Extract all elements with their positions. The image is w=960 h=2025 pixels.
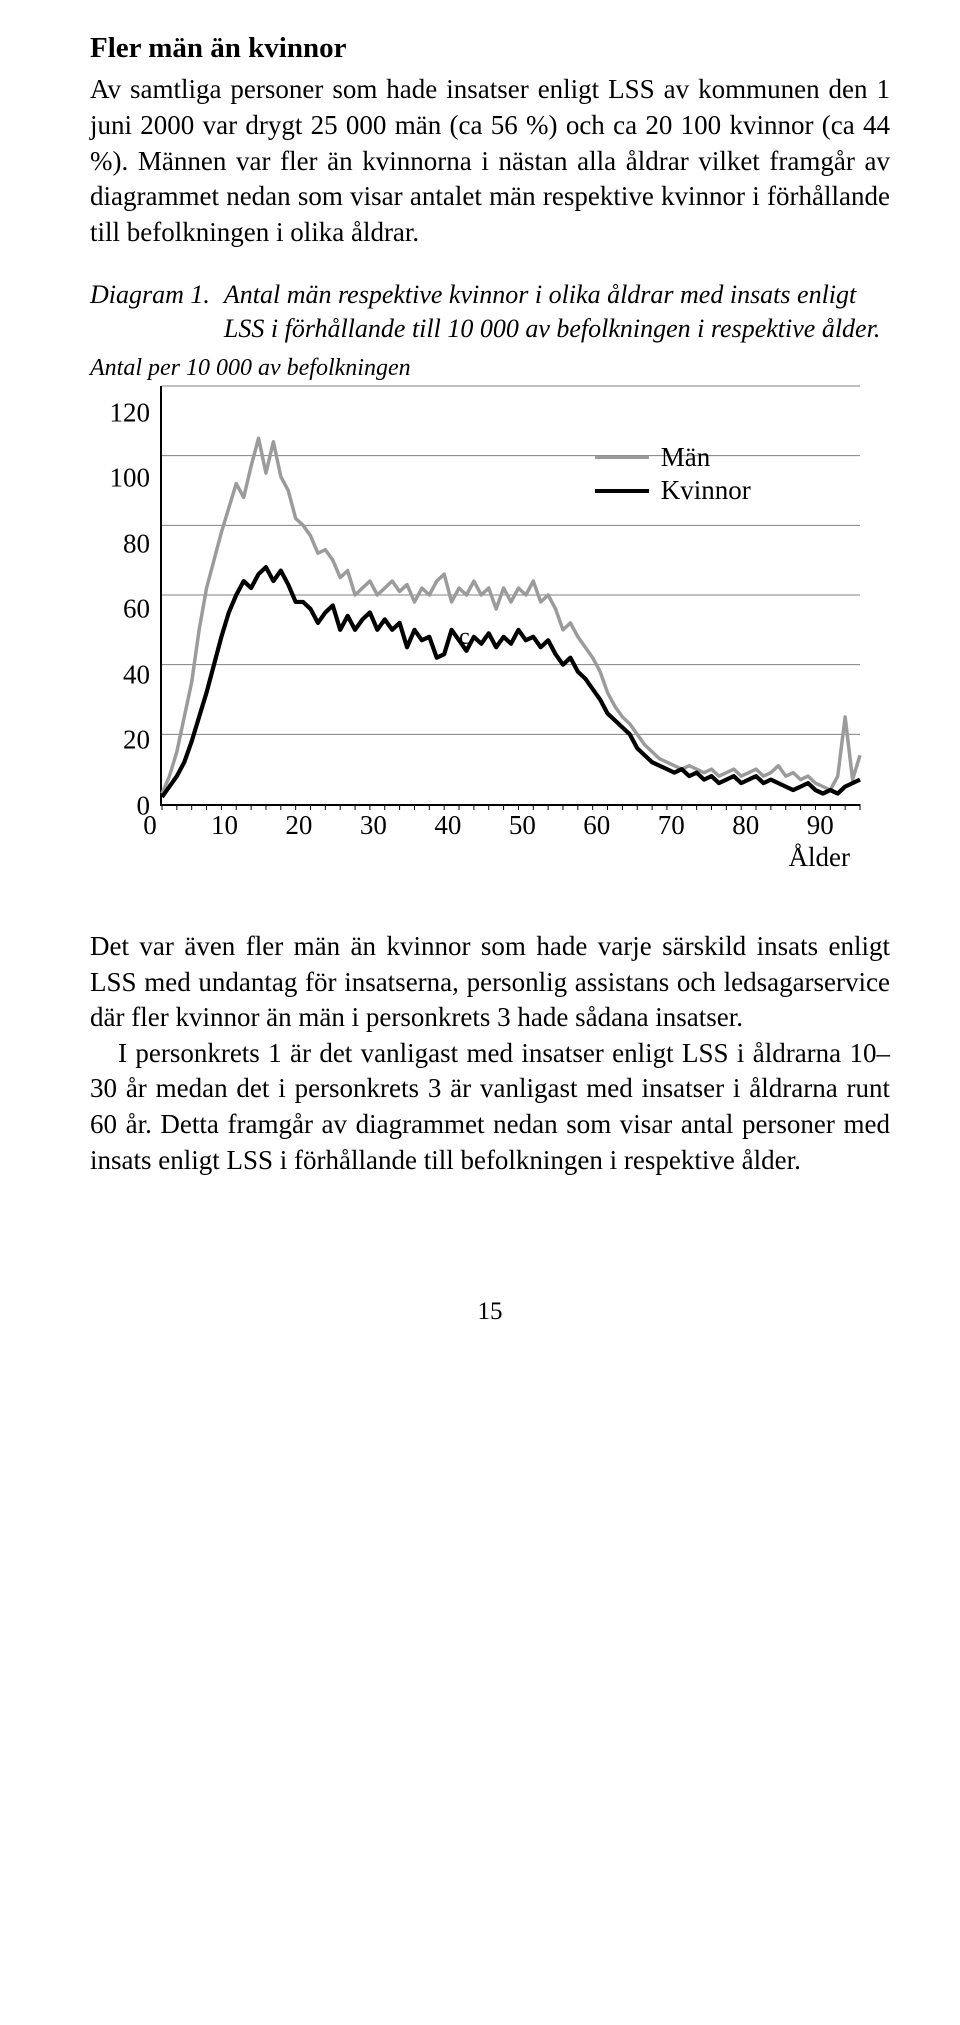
intro-paragraph: Av samtliga personer som hade insatser e… (90, 72, 890, 250)
page-number: 15 (90, 1298, 890, 1326)
x-tick-label: 60 (583, 810, 610, 841)
legend-swatch (595, 456, 649, 460)
figure-caption: Diagram 1. Antal män respektive kvinnor … (90, 278, 890, 345)
legend-item: Kvinnor (595, 475, 751, 506)
x-tick-label: 80 (732, 810, 759, 841)
x-axis-title: Ålder (150, 842, 850, 873)
x-tick-label: 40 (434, 810, 461, 841)
page: Fler män än kvinnor Av samtliga personer… (0, 0, 960, 1366)
y-tick-label: 120 (110, 399, 151, 426)
figure-caption-label: Diagram 1. (90, 278, 210, 345)
x-tick-label: 30 (360, 810, 387, 841)
y-tick-labels: 120100806040200 (90, 386, 160, 806)
x-tick-label: 10 (211, 810, 238, 841)
outro-paragraph-2: I personkrets 1 är det vanligast med ins… (90, 1036, 890, 1179)
y-tick-label: 80 (123, 530, 150, 557)
y-tick-label: 40 (123, 661, 150, 688)
section-heading: Fler män än kvinnor (90, 30, 890, 66)
x-tick-label: 90 (807, 810, 834, 841)
chart-annotation: c (459, 624, 470, 650)
chart: 120100806040200 c MänKvinnor 01020304050… (90, 386, 870, 873)
outro-paragraph-1: Det var även fler män än kvinnor som had… (90, 929, 890, 1036)
legend-swatch (595, 489, 649, 493)
legend-label: Kvinnor (661, 475, 751, 506)
x-tick-label: 20 (285, 810, 312, 841)
plot-area: c MänKvinnor (160, 386, 860, 806)
x-tick-label: 0 (143, 810, 157, 841)
x-tick-label: 70 (658, 810, 685, 841)
figure-caption-text: Antal män respektive kvinnor i olika åld… (224, 278, 890, 345)
x-tick-label: 50 (509, 810, 536, 841)
y-tick-label: 60 (123, 596, 150, 623)
y-tick-label: 20 (123, 727, 150, 754)
legend-item: Män (595, 442, 751, 473)
legend: MänKvinnor (595, 440, 751, 508)
y-tick-label: 100 (110, 465, 151, 492)
series-män (162, 438, 860, 793)
y-axis-title: Antal per 10 000 av befolkningen (90, 355, 890, 382)
legend-label: Män (661, 442, 711, 473)
x-tick-labels: 0102030405060708090 (150, 806, 850, 840)
